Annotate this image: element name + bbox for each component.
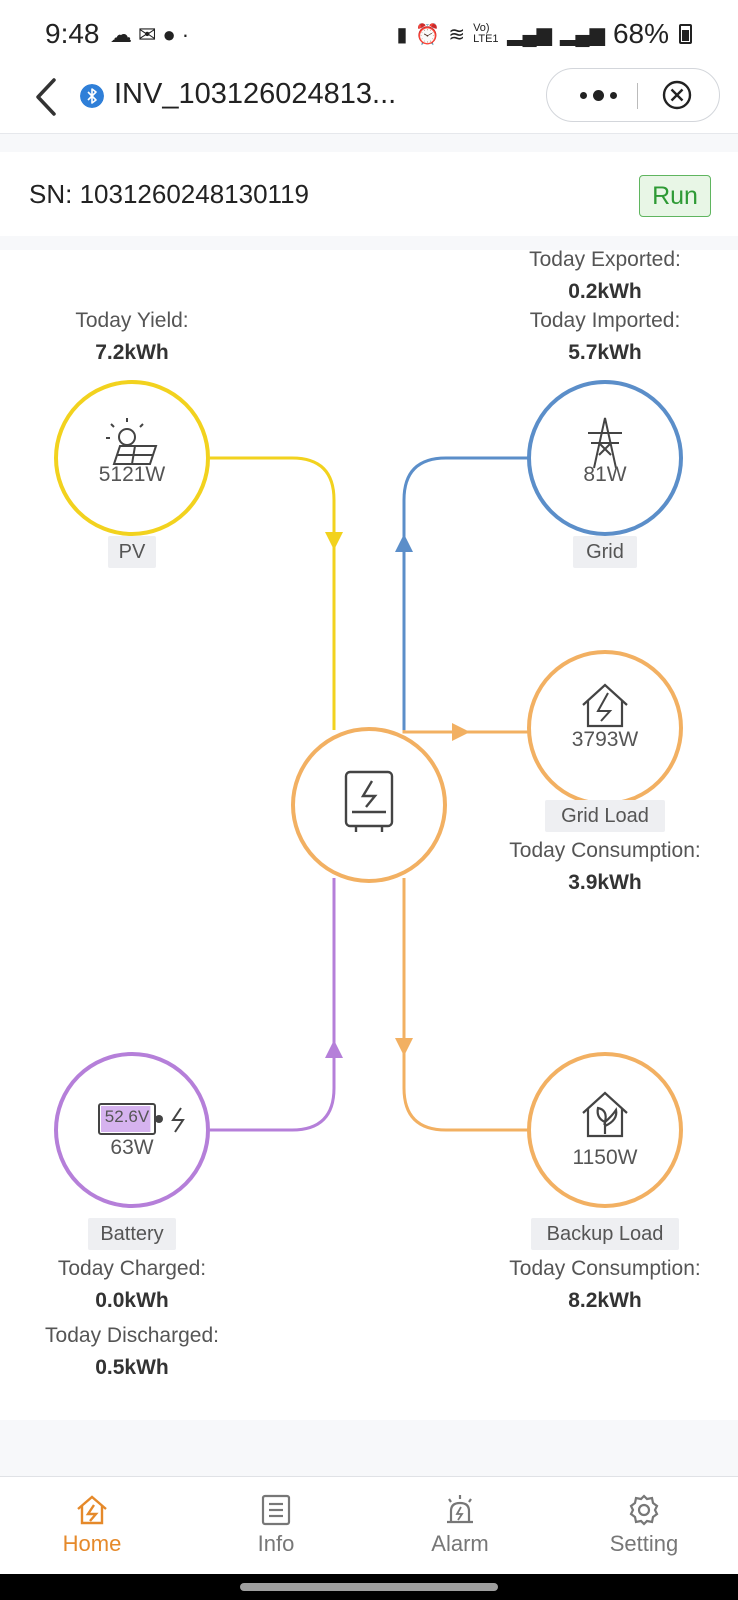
grid-exported-label: Today Exported: [529, 248, 681, 271]
system-gesture-bar [0, 1574, 738, 1600]
notification-icons: ☁✉●· [110, 22, 195, 48]
battery-discharged-value: 0.5kWh [95, 1356, 169, 1379]
message-icon: ● [162, 22, 182, 47]
more-dot-icon [579, 91, 587, 99]
battery-voltage: 52.6V [104, 1107, 150, 1126]
signal-icon-2: ▂▄▆ [560, 23, 605, 46]
nav-home[interactable]: Home [0, 1477, 184, 1575]
grid-flow-arrow [395, 534, 413, 552]
battery-status-icon [679, 24, 692, 44]
gear-icon [629, 1494, 659, 1526]
dot-icon: · [181, 22, 196, 47]
grid-imported-value: 5.7kWh [568, 341, 642, 364]
back-button[interactable] [30, 72, 66, 122]
battery-saver-icon: ▮ [396, 23, 408, 46]
nav-alarm-label: Alarm [431, 1531, 489, 1556]
battery-flow-arrow [325, 1040, 343, 1058]
backup-load-consumption-label: Today Consumption: [509, 1257, 701, 1280]
app-header: INV_103126024813... [0, 62, 738, 134]
wifi-icon: ≋ [448, 23, 466, 46]
home-energy-icon [77, 1495, 107, 1525]
grid-load-flow-line [402, 730, 528, 734]
device-sn: SN: 1031260248130119 [29, 179, 309, 209]
grid-load-consumption-label: Today Consumption: [509, 839, 701, 862]
pv-power: 5121W [98, 463, 166, 486]
battery-flow-line [210, 878, 336, 1132]
more-button[interactable] [565, 69, 631, 121]
alarm-siren-icon [447, 1495, 473, 1524]
bluetooth-icon [80, 84, 104, 108]
status-right: ▮ ⏰ ≋ Vo) LTE1 ▂▄▆ ▂▄▆ 68% [396, 18, 692, 50]
status-bar: 9:48 ☁✉●· ▮ ⏰ ≋ Vo) LTE1 ▂▄▆ ▂▄▆ 68% [0, 0, 738, 70]
nav-setting-label: Setting [609, 1531, 679, 1556]
backup-load-tag: Backup Load [531, 1218, 679, 1250]
home-indicator[interactable] [240, 1583, 498, 1591]
power-tower-icon [588, 417, 622, 469]
battery-power: 63W [110, 1136, 154, 1159]
grid-node [527, 380, 683, 536]
backup-load-flow-arrow [395, 1038, 413, 1056]
pv-yield-value: 7.2kWh [95, 341, 169, 364]
capsule-divider [637, 83, 638, 109]
network-label: Vo) LTE1 [473, 22, 499, 45]
grid-exported-value: 0.2kWh [568, 280, 642, 303]
grid-load-power: 3793W [571, 728, 639, 751]
pv-yield-label: Today Yield: [75, 309, 189, 332]
backup-load-flow-line [402, 878, 528, 1132]
page-title: INV_103126024813... [114, 78, 397, 110]
nav-info[interactable]: Info [184, 1477, 368, 1575]
battery-discharged-label: Today Discharged: [45, 1324, 219, 1347]
charging-bolt-icon [171, 1107, 185, 1133]
battery-percent: 68% [612, 18, 669, 49]
cloud-icon: ☁ [110, 22, 138, 47]
device-sn-row: SN: 1031260248130119 Run [0, 152, 738, 236]
more-dot-icon [609, 91, 617, 99]
energy-flow-diagram [54, 380, 683, 1208]
close-button[interactable] [661, 79, 693, 111]
nav-home-label: Home [62, 1531, 122, 1556]
nav-alarm[interactable]: Alarm [368, 1477, 552, 1575]
mini-program-capsule [546, 68, 720, 122]
alarm-icon: ⏰ [415, 23, 441, 46]
pv-tag: PV [108, 536, 156, 568]
nav-setting[interactable]: Setting [552, 1477, 736, 1575]
battery-tag: Battery [88, 1218, 176, 1250]
signal-icon: ▂▄▆ [507, 23, 553, 46]
chat-icon: ✉ [138, 22, 163, 47]
nav-info-label: Info [257, 1531, 295, 1556]
backup-load-consumption-value: 8.2kWh [568, 1289, 642, 1312]
pv-flow-arrow [325, 532, 343, 550]
house-energy-icon [582, 683, 628, 728]
house-leaf-icon [582, 1091, 628, 1138]
status-badge: Run [639, 175, 711, 217]
grid-imported-label: Today Imported: [529, 309, 681, 332]
grid-load-consumption-value: 3.9kWh [568, 871, 642, 894]
backup-load-power: 1150W [572, 1146, 638, 1169]
grid-power: 81W [583, 463, 627, 486]
inverter-icon [344, 770, 394, 832]
pv-flow-line [210, 456, 336, 730]
status-time: 9:48 [45, 18, 100, 49]
grid-tag: Grid [573, 536, 637, 568]
grid-flow-line [402, 456, 528, 730]
grid-load-flow-arrow [452, 723, 470, 741]
info-doc-icon [261, 1494, 291, 1526]
energy-flow-card: Today Yield: 7.2kWh 5121W PV Today Expor… [0, 248, 738, 1420]
battery-charged-label: Today Charged: [57, 1257, 207, 1280]
grid-load-tag: Grid Load [545, 800, 665, 832]
battery-charged-value: 0.0kWh [95, 1289, 169, 1312]
more-dot-icon [592, 89, 604, 101]
bottom-nav: Home Info Alarm Setting [0, 1476, 738, 1574]
solar-panel-icon [106, 418, 158, 465]
battery-level-icon [98, 1103, 163, 1135]
